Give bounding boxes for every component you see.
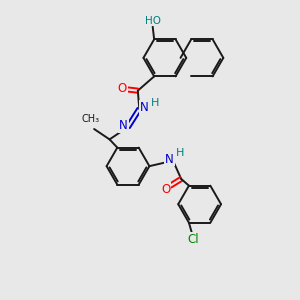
- Text: N: N: [140, 101, 149, 114]
- Text: O: O: [161, 183, 170, 196]
- Text: Cl: Cl: [188, 232, 199, 246]
- Text: N: N: [165, 152, 174, 166]
- Text: HO: HO: [145, 16, 161, 26]
- Text: N: N: [119, 119, 128, 132]
- Text: H: H: [151, 98, 159, 107]
- Text: O: O: [118, 82, 127, 95]
- Text: CH₃: CH₃: [82, 115, 100, 124]
- Text: H: H: [176, 148, 184, 158]
